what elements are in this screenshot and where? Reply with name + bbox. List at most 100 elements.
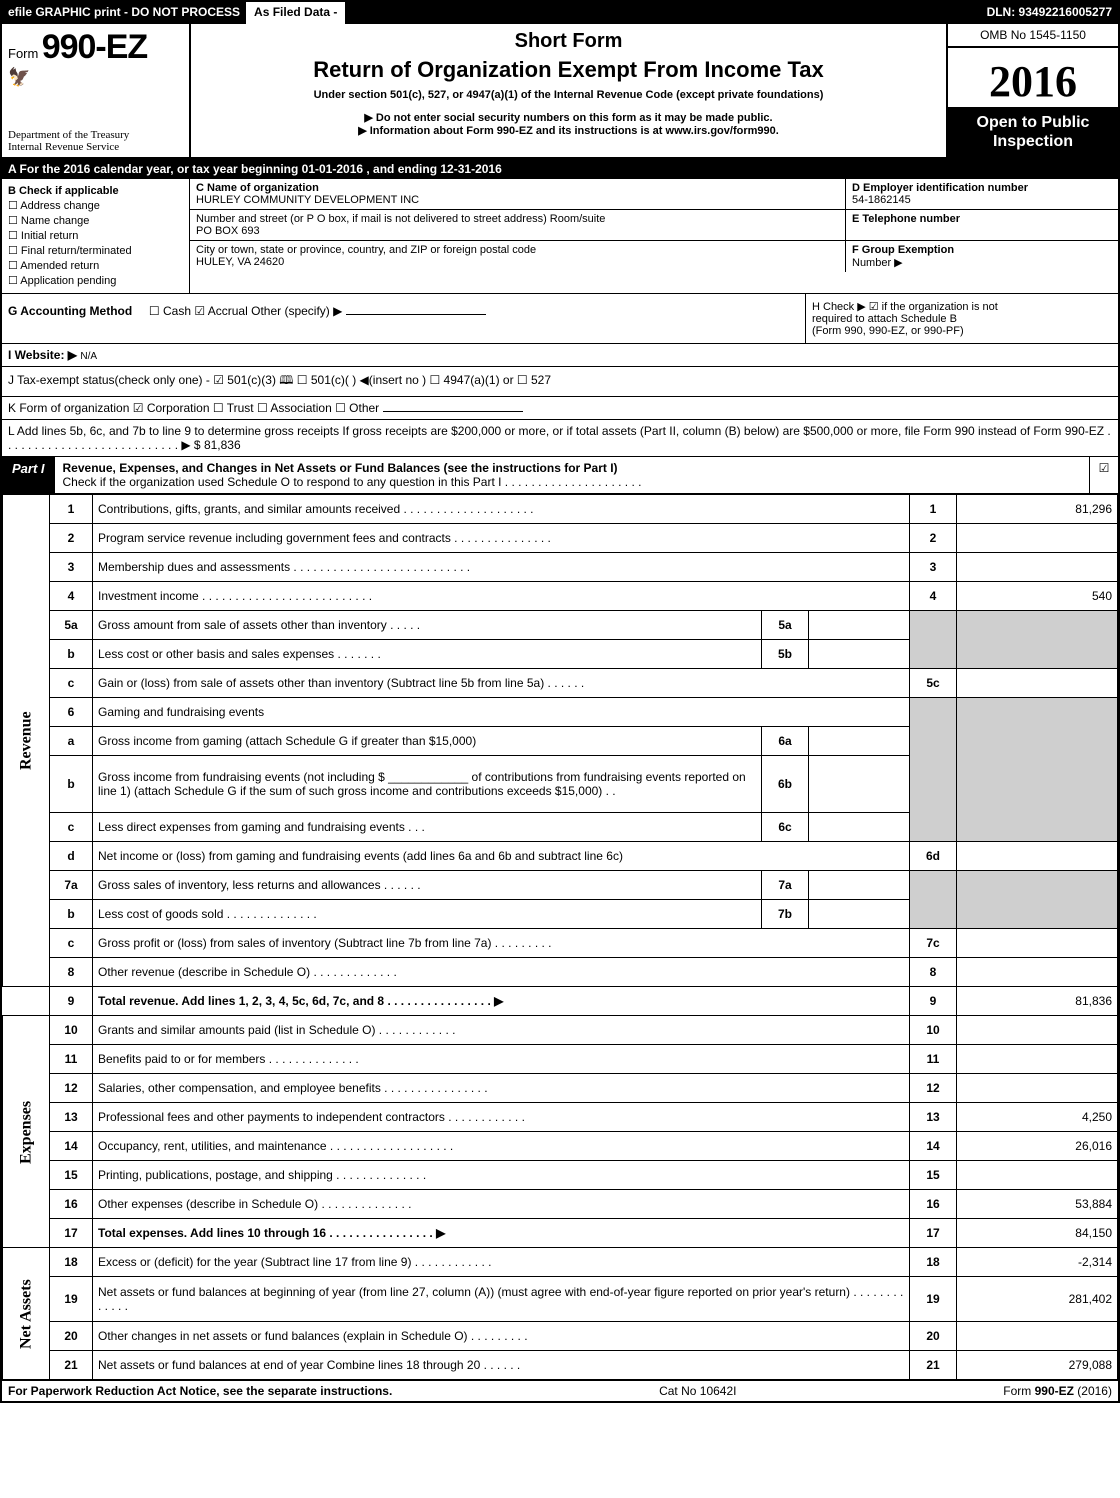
f-label: F Group Exemption: [852, 244, 1112, 256]
line-7c-col: 7c: [910, 929, 957, 958]
line-20-no: 20: [50, 1322, 93, 1351]
line-6-desc: Gaming and fundraising events: [93, 698, 910, 727]
form-page: efile GRAPHIC print - DO NOT PROCESS As …: [0, 0, 1120, 1403]
g-options[interactable]: ☐ Cash ☑ Accrual Other (specify) ▶: [149, 304, 342, 318]
line-14-desc: Occupancy, rent, utilities, and maintena…: [93, 1132, 910, 1161]
line-19-val: 281,402: [957, 1277, 1118, 1322]
form-subtitle: Under section 501(c), 527, or 4947(a)(1)…: [201, 89, 936, 101]
line-10-desc: Grants and similar amounts paid (list in…: [93, 1016, 910, 1045]
line-5a-no: 5a: [50, 611, 93, 640]
line-7b-no: b: [50, 900, 93, 929]
line-16-val: 53,884: [957, 1190, 1118, 1219]
b-amended-return[interactable]: ☐ Amended return: [8, 259, 183, 272]
j-text[interactable]: J Tax-exempt status(check only one) - ☑ …: [8, 373, 551, 387]
line-13-col: 13: [910, 1103, 957, 1132]
i-label: I Website: ▶: [8, 348, 77, 362]
expenses-side-label: Expenses: [3, 1016, 50, 1248]
tax-year: 2016: [948, 48, 1118, 107]
k-text[interactable]: K Form of organization ☑ Corporation ☐ T…: [8, 401, 379, 415]
line-6b-desc: Gross income from fundraising events (no…: [93, 756, 762, 813]
b-application-pending[interactable]: ☐ Application pending: [8, 274, 183, 287]
line-11-val: [957, 1045, 1118, 1074]
line-19-no: 19: [50, 1277, 93, 1322]
grey-6abc-val: [957, 698, 1118, 842]
line-6c-no: c: [50, 813, 93, 842]
line-18-desc: Excess or (deficit) for the year (Subtra…: [93, 1248, 910, 1277]
line-19-col: 19: [910, 1277, 957, 1322]
footer-right: Form 990-EZ (2016): [1003, 1384, 1112, 1398]
form-header: Form 990-EZ 🦅 Department of the Treasury…: [2, 24, 1118, 159]
line-2-desc: Program service revenue including govern…: [93, 524, 910, 553]
treasury-line1: Department of the Treasury: [8, 129, 129, 141]
line-6c-ival: [809, 813, 910, 842]
org-name: HURLEY COMMUNITY DEVELOPMENT INC: [196, 194, 839, 206]
omb-number: OMB No 1545-1150: [948, 24, 1118, 48]
open-public-line1: Open to Public: [952, 113, 1114, 132]
line-12-no: 12: [50, 1074, 93, 1103]
line-5c-desc: Gain or (loss) from sale of assets other…: [93, 669, 910, 698]
part-1-title: Revenue, Expenses, and Changes in Net As…: [55, 457, 1089, 493]
b-final-return[interactable]: ☐ Final return/terminated: [8, 244, 183, 257]
line-14-col: 14: [910, 1132, 957, 1161]
line-1-col: 1: [910, 495, 957, 524]
revenue-side-label: Revenue: [3, 495, 50, 987]
line-5c-col: 5c: [910, 669, 957, 698]
line-9-col: 9: [910, 987, 957, 1016]
g-label: G Accounting Method: [8, 304, 132, 318]
line-20-val: [957, 1322, 1118, 1351]
line-5c-no: c: [50, 669, 93, 698]
line-20-desc: Other changes in net assets or fund bala…: [93, 1322, 910, 1351]
header-mid: Short Form Return of Organization Exempt…: [191, 24, 946, 157]
line-20-col: 20: [910, 1322, 957, 1351]
part-1-checkbox[interactable]: ☑: [1089, 457, 1118, 493]
line-6b-ival: [809, 756, 910, 813]
section-cdef: C Name of organization HURLEY COMMUNITY …: [190, 179, 1118, 293]
line-7a-ino: 7a: [762, 871, 809, 900]
line-2-col: 2: [910, 524, 957, 553]
line-6-no: 6: [50, 698, 93, 727]
grey-7ab-val: [957, 871, 1118, 929]
line-18-val: -2,314: [957, 1248, 1118, 1277]
dln-label: DLN: 93492216005277: [981, 2, 1118, 24]
line-5c-val: [957, 669, 1118, 698]
block-bcdef: B Check if applicable ☐ Address change ☐…: [2, 179, 1118, 294]
line-1-desc: Contributions, gifts, grants, and simila…: [93, 495, 910, 524]
line-6d-no: d: [50, 842, 93, 871]
row-a-tax-year: A For the 2016 calendar year, or tax yea…: [2, 159, 1118, 179]
h-line1: H Check ▶ ☑ if the organization is not: [812, 300, 1112, 313]
row-gh: G Accounting Method ☐ Cash ☑ Accrual Oth…: [2, 294, 1118, 344]
line-7a-no: 7a: [50, 871, 93, 900]
line-10-val: [957, 1016, 1118, 1045]
b-name-change[interactable]: ☐ Name change: [8, 214, 183, 227]
line-16-desc: Other expenses (describe in Schedule O) …: [93, 1190, 910, 1219]
b-address-change[interactable]: ☐ Address change: [8, 199, 183, 212]
line-15-desc: Printing, publications, postage, and shi…: [93, 1161, 910, 1190]
open-public-box: Open to Public Inspection: [948, 107, 1118, 157]
row-i-website: I Website: ▶ N/A: [2, 344, 1118, 367]
grey-5ab: [910, 611, 957, 669]
line-14-val: 26,016: [957, 1132, 1118, 1161]
line-2-val: [957, 524, 1118, 553]
footer-mid: Cat No 10642I: [659, 1384, 736, 1398]
line-9-desc: Total revenue. Add lines 1, 2, 3, 4, 5c,…: [93, 987, 910, 1016]
line-5b-no: b: [50, 640, 93, 669]
line-10-col: 10: [910, 1016, 957, 1045]
line-5a-desc: Gross amount from sale of assets other t…: [93, 611, 762, 640]
line-8-val: [957, 958, 1118, 987]
d-label: D Employer identification number: [852, 182, 1112, 194]
line-1-no: 1: [50, 495, 93, 524]
g-other-line[interactable]: [346, 314, 486, 315]
c-label: C Name of organization: [196, 182, 839, 194]
line-6d-desc: Net income or (loss) from gaming and fun…: [93, 842, 910, 871]
header-right: OMB No 1545-1150 2016 Open to Public Ins…: [946, 24, 1118, 157]
line-7c-desc: Gross profit or (loss) from sales of inv…: [93, 929, 910, 958]
eagle-icon: 🦅: [8, 67, 30, 88]
line-14-no: 14: [50, 1132, 93, 1161]
b-initial-return[interactable]: ☐ Initial return: [8, 229, 183, 242]
c-street-value: PO BOX 693: [196, 225, 839, 237]
part-1-tag: Part I: [2, 457, 55, 493]
line-3-desc: Membership dues and assessments . . . . …: [93, 553, 910, 582]
line-10-no: 10: [50, 1016, 93, 1045]
k-other-line[interactable]: [383, 411, 523, 412]
grey-6abc: [910, 698, 957, 842]
